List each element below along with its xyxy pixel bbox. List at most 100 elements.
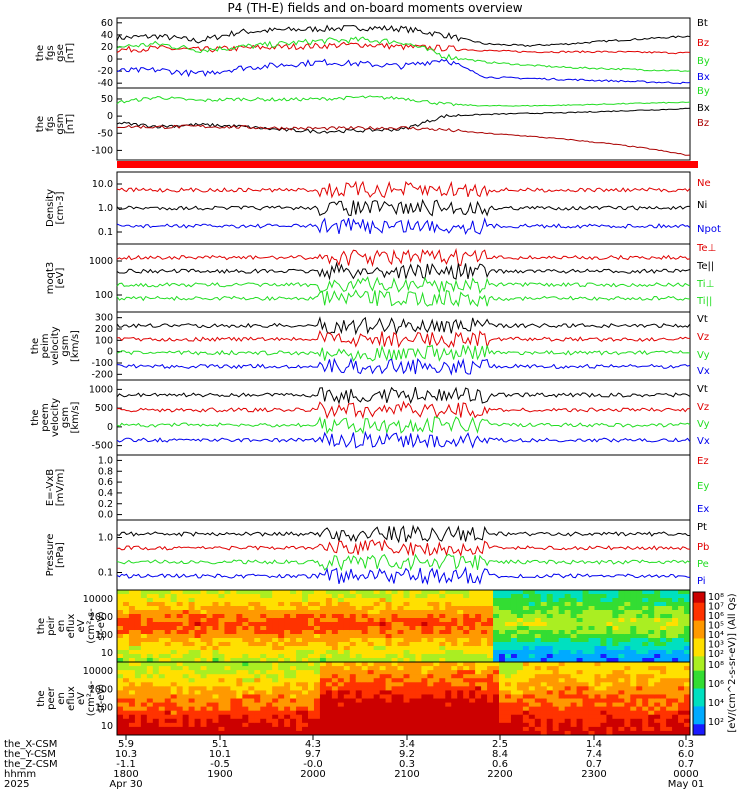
heatmap-cell (666, 602, 673, 607)
heatmap-cell (349, 618, 357, 623)
heatmap-cell (594, 726, 601, 732)
heatmap-cell (325, 722, 333, 728)
heatmap-cell (308, 694, 315, 699)
heatmap-cell (403, 606, 410, 611)
heatmap-cell (451, 602, 458, 607)
heatmap-cell (212, 598, 219, 603)
heatmap-cell (373, 646, 381, 651)
heatmap-cell (134, 694, 142, 699)
heatmap-cell (403, 722, 410, 728)
heatmap-cell (409, 666, 416, 671)
heatmap-cell (672, 698, 679, 704)
heatmap-cell (463, 674, 470, 679)
heatmap-cell (146, 598, 154, 603)
heatmap-cell (409, 634, 416, 639)
heatmap-cell (146, 594, 154, 599)
colorbar-swatch (693, 674, 705, 679)
heatmap-cell (236, 626, 243, 631)
heatmap-cell (403, 730, 410, 736)
heatmap-cell (194, 590, 202, 595)
y-axis-label: gse (55, 44, 66, 62)
heatmap-cell (164, 654, 172, 659)
heatmap-cell (493, 678, 500, 683)
heatmap-cell (576, 702, 584, 708)
heatmap-cell (188, 614, 196, 619)
heatmap-cell (666, 626, 673, 631)
heatmap-cell (254, 722, 261, 728)
heatmap-cell (146, 686, 154, 691)
heatmap-cell (296, 610, 303, 615)
heatmap-cell (624, 650, 631, 655)
heatmap-cell (558, 610, 566, 615)
heatmap-cell (242, 626, 249, 631)
heatmap-cell (493, 702, 500, 708)
heatmap-cell (200, 590, 208, 595)
heatmap-cell (582, 686, 590, 691)
heatmap-cell (415, 626, 422, 631)
heatmap-cell (534, 618, 542, 623)
heatmap-cell (528, 614, 536, 619)
heatmap-cell (648, 658, 655, 663)
heatmap-cell (475, 658, 482, 663)
heatmap-cell (308, 682, 315, 687)
heatmap-cell (481, 630, 488, 635)
heatmap-cell (385, 682, 393, 687)
heatmap-cell (122, 726, 130, 732)
heatmap-cell (672, 674, 679, 679)
heatmap-cell (445, 598, 452, 603)
heatmap-cell (678, 670, 685, 675)
heatmap-cell (552, 634, 560, 639)
heatmap-cell (343, 610, 351, 615)
heatmap-cell (134, 682, 142, 687)
heatmap-cell (415, 730, 422, 736)
heatmap-cell (439, 686, 446, 691)
heatmap-cell (146, 730, 154, 736)
heatmap-cell (236, 602, 243, 607)
heatmap-cell (510, 638, 518, 643)
heatmap-cell (516, 614, 524, 619)
heatmap-cell (642, 686, 649, 691)
heatmap-cell (152, 710, 160, 716)
heatmap-cell (439, 610, 446, 615)
heatmap-cell (302, 690, 309, 695)
heatmap-cell (367, 638, 375, 643)
heatmap-cell (600, 614, 607, 619)
heatmap-cell (504, 594, 512, 599)
heatmap-cell (290, 730, 297, 736)
heatmap-cell (552, 638, 560, 643)
heatmap-cell (540, 702, 548, 708)
heatmap-cell (618, 618, 625, 623)
heatmap-cell (451, 646, 458, 651)
heatmap-cell (624, 710, 631, 716)
heatmap-cell (361, 726, 369, 732)
series-line-Ti⊥ (116, 276, 691, 295)
heatmap-cell (266, 594, 273, 599)
heatmap-cell (391, 598, 399, 603)
heatmap-cell (128, 710, 136, 716)
heatmap-cell (260, 594, 267, 599)
heatmap-cell (457, 670, 464, 675)
heatmap-cell (469, 662, 476, 667)
heatmap-cell (367, 630, 375, 635)
heatmap-cell (296, 618, 303, 623)
heatmap-cell (212, 594, 219, 599)
heatmap-cell (600, 606, 607, 611)
heatmap-cell (331, 614, 339, 619)
heatmap-cell (600, 730, 607, 736)
heatmap-cell (206, 626, 213, 631)
heatmap-cell (469, 650, 476, 655)
heatmap-cell (176, 634, 184, 639)
heatmap-cell (439, 710, 446, 716)
heatmap-cell (176, 642, 184, 647)
heatmap-cell (290, 674, 297, 679)
heatmap-cell (481, 702, 488, 708)
heatmap-cell (624, 606, 631, 611)
heatmap-cell (618, 730, 625, 736)
heatmap-cell (164, 650, 172, 655)
heatmap-cell (666, 702, 673, 708)
heatmap-cell (146, 610, 154, 615)
heatmap-cell (170, 646, 178, 651)
heatmap-cell (117, 626, 124, 631)
heatmap-cell (397, 718, 404, 724)
heatmap-cell (236, 706, 243, 712)
